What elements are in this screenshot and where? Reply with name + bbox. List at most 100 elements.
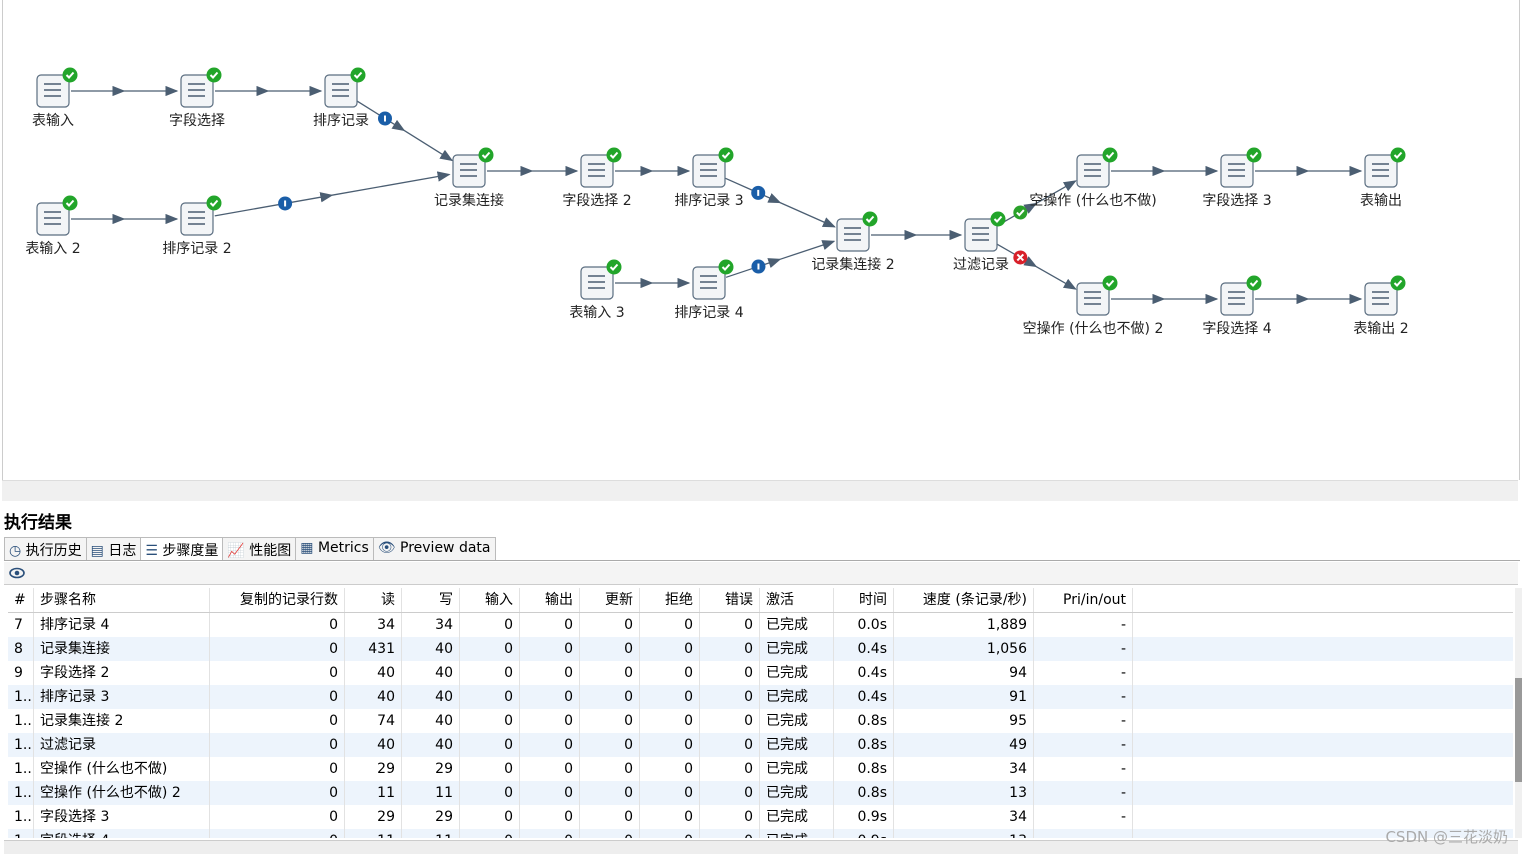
- table-cell: 0: [460, 805, 520, 829]
- step-label: 空操作 (什么也不做): [1029, 193, 1156, 209]
- tab-divider: [4, 560, 1520, 561]
- table-cell: 40: [402, 637, 460, 661]
- table-cell: -: [1034, 757, 1133, 781]
- table-cell: 40: [402, 685, 460, 709]
- table-cell: 40: [345, 733, 402, 757]
- table-cell: 29: [402, 757, 460, 781]
- step-node[interactable]: 字段选择 4: [1202, 275, 1272, 338]
- table-cell: 排序记录 3: [34, 685, 210, 709]
- table-cell: 0: [210, 781, 345, 805]
- table-cell: 13: [894, 829, 1034, 838]
- tab[interactable]: ▤ 日志: [85, 537, 142, 561]
- table-cell: 74: [345, 709, 402, 733]
- status-badge: [609, 151, 619, 159]
- table-cell: 0: [580, 733, 640, 757]
- step-node[interactable]: 记录集连接 2: [811, 211, 895, 274]
- tab[interactable]: ◷ 执行历史: [4, 537, 87, 561]
- step-node[interactable]: 表输入 2: [25, 195, 81, 258]
- hop-icon: [757, 189, 760, 196]
- step-node[interactable]: 过滤记录: [953, 211, 1009, 274]
- table-cell: 0: [460, 661, 520, 685]
- status-badge: [65, 199, 75, 207]
- table-cell: 1..: [8, 733, 34, 757]
- table-cell: 0: [700, 709, 760, 733]
- table-cell: 0: [700, 757, 760, 781]
- table-cell: 已完成: [760, 637, 834, 661]
- tab-label: Preview data: [400, 540, 491, 556]
- horizontal-scrollbar[interactable]: [2, 480, 1518, 501]
- step-icon: [324, 74, 358, 108]
- table-cell: 复制的记录行数: [210, 588, 345, 612]
- step-node[interactable]: 排序记录 2: [162, 195, 232, 258]
- table-cell: 34: [894, 757, 1034, 781]
- table-cell: 0: [210, 757, 345, 781]
- tab[interactable]: ▦ Metrics: [295, 537, 374, 561]
- table-cell: 0.4s: [834, 661, 894, 685]
- table-cell: 0: [210, 637, 345, 661]
- step-node[interactable]: 表输出 2: [1353, 275, 1409, 338]
- tab-label: Metrics: [317, 540, 369, 556]
- table-cell: 95: [894, 709, 1034, 733]
- tab-label: 执行历史: [25, 543, 82, 559]
- status-badge: [481, 151, 491, 159]
- table-cell: #: [8, 588, 34, 612]
- table-cell: 写: [402, 588, 460, 612]
- table-cell: 记录集连接 2: [34, 709, 210, 733]
- table-cell: 已完成: [760, 757, 834, 781]
- step-icon: [580, 154, 614, 188]
- table-cell: 1,889: [894, 613, 1034, 637]
- table-cell: 0: [520, 685, 580, 709]
- table-cell: 0: [460, 709, 520, 733]
- table-cell: 1..: [8, 709, 34, 733]
- tab[interactable]: 👁 Preview data: [372, 537, 496, 561]
- hop: [779, 240, 836, 260]
- table-cell: 0: [580, 829, 640, 838]
- table-cell: 34: [345, 613, 402, 637]
- step-node[interactable]: 排序记录 3: [674, 147, 744, 210]
- table-cell: 0: [520, 757, 580, 781]
- table-cell: 0: [520, 637, 580, 661]
- table-cell: -: [1034, 781, 1133, 805]
- step-node[interactable]: 字段选择 2: [562, 147, 632, 210]
- table-cell: 0: [210, 829, 345, 838]
- table-cell: 1..: [8, 805, 34, 829]
- step-node[interactable]: 字段选择 3: [1202, 147, 1272, 210]
- table-cell: 0: [520, 733, 580, 757]
- step-node[interactable]: 表输入: [32, 67, 78, 130]
- status-badge: [209, 199, 219, 207]
- table-cell: 0: [460, 733, 520, 757]
- step-label: 表输出: [1360, 193, 1402, 209]
- step-node[interactable]: 空操作 (什么也不做): [1029, 147, 1157, 210]
- scroll-thumb[interactable]: [1515, 678, 1522, 782]
- step-node[interactable]: 空操作 (什么也不做) 2: [1023, 275, 1164, 338]
- tab[interactable]: ☰ 步骤度量: [140, 537, 224, 561]
- table-cell: 0: [460, 637, 520, 661]
- preview-button[interactable]: [8, 563, 28, 583]
- hop: [214, 192, 334, 217]
- step-node[interactable]: 字段选择: [169, 67, 225, 130]
- step-node[interactable]: 表输出: [1360, 147, 1406, 210]
- table-cell: 29: [402, 805, 460, 829]
- step-node[interactable]: 表输入 3: [569, 259, 625, 322]
- status-badge: [1105, 151, 1115, 159]
- step-node[interactable]: 排序记录 4: [674, 259, 744, 322]
- step-node[interactable]: 排序记录: [313, 67, 369, 130]
- tab-label: 性能图: [249, 543, 292, 559]
- status-badge: [65, 71, 75, 79]
- step-label: 字段选择 2: [562, 193, 631, 209]
- table-cell: 13: [894, 781, 1034, 805]
- table-cell: 1..: [8, 685, 34, 709]
- table-cell: 11: [345, 781, 402, 805]
- tab-label: 日志: [108, 543, 137, 559]
- tab[interactable]: 📈 性能图: [222, 537, 297, 561]
- table-cell: 0: [580, 709, 640, 733]
- table-cell: 0: [520, 805, 580, 829]
- step-label: 字段选择: [169, 113, 225, 129]
- table-cell: 0: [640, 757, 700, 781]
- table-cell: -: [1034, 661, 1133, 685]
- table-cell: 0: [640, 637, 700, 661]
- hop-icon: [284, 200, 287, 207]
- step-node[interactable]: 记录集连接: [434, 147, 504, 210]
- table-cell: 输出: [520, 588, 580, 612]
- table-cell: 0: [210, 661, 345, 685]
